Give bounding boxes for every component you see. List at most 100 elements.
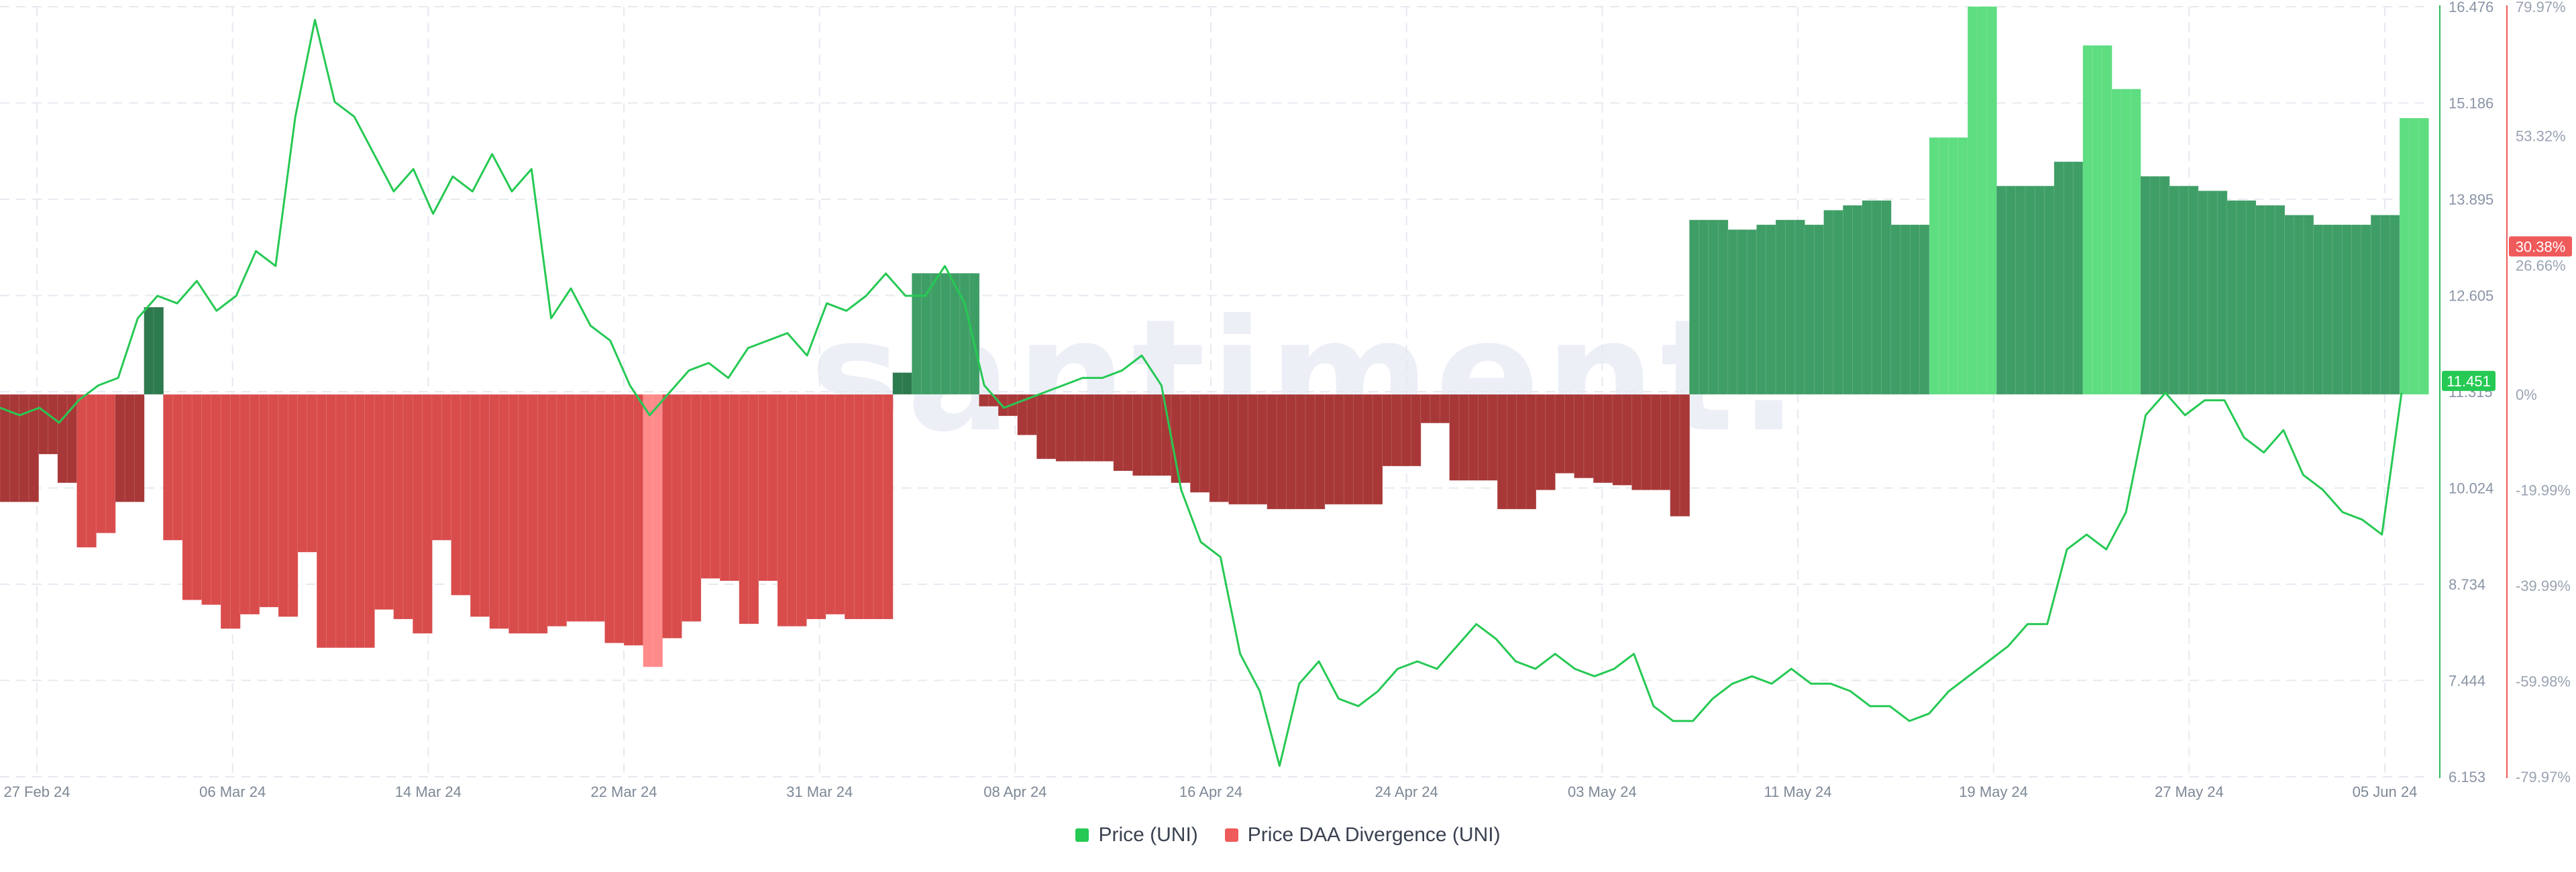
divergence-bar [1603, 394, 1613, 484]
divergence-bar [1574, 394, 1585, 479]
divergence-bar [1209, 394, 1220, 502]
divergence-bar [364, 394, 375, 649]
divergence-bar [335, 394, 346, 649]
divergence-bar [2370, 215, 2381, 395]
x-tick-label: 03 May 24 [1568, 783, 1637, 800]
divergence-last-value-badge [2509, 236, 2572, 257]
divergence-bar [1084, 394, 1095, 462]
divergence-bar [1612, 394, 1623, 486]
divergence-bar [911, 273, 922, 395]
divergence-bar [1411, 394, 1421, 467]
divergence-tick-label: 79.97% [2516, 0, 2566, 15]
divergence-bar [1756, 224, 1767, 395]
divergence-bar [1113, 394, 1124, 472]
divergence-tick-label: -19.99% [2516, 482, 2571, 498]
divergence-bar [921, 273, 932, 395]
divergence-bar [556, 394, 568, 626]
divergence-bar [2063, 161, 2074, 395]
divergence-bar [1036, 394, 1047, 459]
divergence-bar [2015, 185, 2026, 395]
divergence-bar [1065, 394, 1076, 462]
divergence-bar [1727, 229, 1738, 395]
divergence-bar [1737, 229, 1748, 395]
divergence-bar [239, 394, 250, 615]
divergence-bar [614, 394, 625, 643]
divergence-bar [172, 394, 183, 541]
divergence-bar [287, 394, 299, 617]
x-tick-label: 31 Mar 24 [786, 783, 853, 800]
divergence-bar [2188, 185, 2199, 395]
divergence-bar [1171, 394, 1181, 484]
divergence-bar [1353, 394, 1364, 505]
price-axis-ticks: 6.1537.4448.73410.02411.31512.60513.8951… [2449, 0, 2493, 785]
legend: Price (UNI) Price DAA Divergence (UNI) [0, 824, 2576, 847]
legend-item-price[interactable]: Price (UNI) [1075, 824, 1198, 847]
divergence-bar [873, 394, 884, 620]
divergence-bar [1804, 224, 1815, 395]
divergence-bar [95, 394, 107, 534]
divergence-bar [883, 394, 894, 620]
divergence-bar [393, 394, 404, 620]
divergence-bar [1794, 219, 1805, 395]
divergence-tick-label: -39.99% [2516, 578, 2571, 594]
divergence-bar [604, 394, 615, 643]
x-tick-label: 16 Apr 24 [1179, 783, 1242, 800]
divergence-bar [1919, 224, 1930, 395]
divergence-bar [402, 394, 414, 620]
divergence-bar [355, 394, 366, 649]
divergence-bar [153, 307, 164, 395]
divergence-bar [230, 394, 241, 629]
divergence-bar [2294, 215, 2304, 395]
divergence-bar [2313, 224, 2324, 395]
divergence-bar [1401, 394, 1412, 467]
divergence-bar [1420, 394, 1431, 424]
divergence-bar [2409, 117, 2420, 395]
divergence-bar [1046, 394, 1057, 459]
divergence-bar [2380, 215, 2391, 395]
divergence-bar [2255, 205, 2266, 395]
divergence-bar [633, 394, 644, 646]
divergence-axis-ticks: -79.97% -59.98% -39.99% -19.99% 0% 26.66% 53.3… [2516, 0, 2571, 785]
divergence-bar [1334, 394, 1345, 505]
divergence-bar [2284, 215, 2295, 395]
divergence-bar [2178, 185, 2190, 395]
divergence-bar [489, 394, 500, 629]
divergence-bar [201, 394, 212, 605]
divergence-bar [2044, 185, 2055, 395]
divergence-bar [191, 394, 203, 600]
divergence-bar [2082, 45, 2094, 395]
divergence-bar [2131, 89, 2141, 395]
divergence-bar [1314, 394, 1326, 510]
x-tick-label: 24 Apr 24 [1375, 783, 1438, 800]
divergence-bar [1948, 137, 1959, 395]
divergence-bar [786, 394, 798, 626]
divergence-bar [1967, 6, 1978, 395]
divergence-bar [2216, 190, 2228, 395]
divergence-bar [998, 394, 1009, 417]
divergence-bar [690, 394, 702, 622]
x-tick-label: 19 May 24 [1959, 783, 2028, 800]
divergence-bar [1938, 137, 1949, 395]
divergence-bar [1026, 394, 1038, 435]
divergence-bar [2121, 89, 2132, 395]
price-tick-label: 16.476 [2449, 0, 2493, 15]
divergence-bar [979, 394, 989, 407]
divergence-bar [892, 372, 903, 395]
divergence-bar [1142, 394, 1152, 476]
divergence-bar [1929, 137, 1940, 395]
divergence-bar [1631, 394, 1642, 490]
price-tick-label: 10.024 [2449, 480, 2493, 497]
divergence-bar [249, 394, 260, 615]
divergence-bar [758, 394, 769, 582]
divergence-bar [1813, 224, 1825, 395]
divergence-bar [105, 394, 116, 534]
divergence-bar [2140, 176, 2151, 395]
divergence-bar [451, 394, 462, 596]
last-value-badges: 11.451 30.38% [2442, 236, 2572, 391]
divergence-bar [1862, 200, 1873, 395]
divergence-bar [1583, 394, 1595, 479]
divergence-bar [384, 394, 394, 610]
divergence-bar [2102, 45, 2112, 395]
legend-item-divergence[interactable]: Price DAA Divergence (UNI) [1224, 824, 1501, 847]
divergence-bar [316, 394, 327, 649]
